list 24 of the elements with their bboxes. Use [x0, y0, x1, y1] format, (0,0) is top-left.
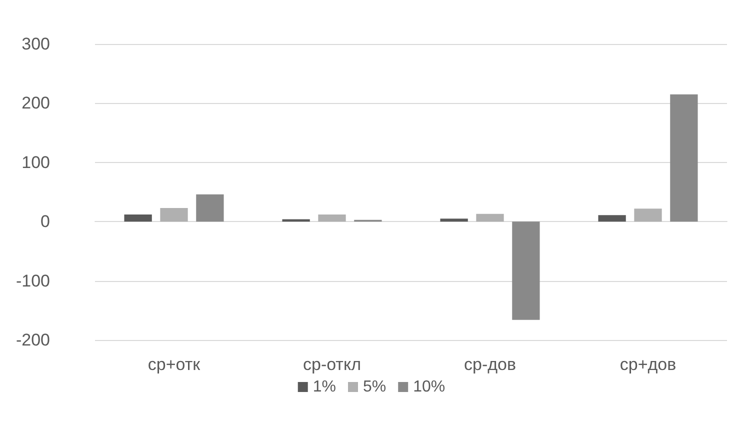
x-tick-label: ср+дов: [620, 355, 676, 374]
bar: [196, 194, 224, 222]
y-tick-label: -200: [16, 330, 50, 350]
x-tick-label: ср+отк: [148, 355, 201, 374]
legend-label: 1%: [312, 378, 336, 396]
bar: [476, 214, 504, 222]
legend-label: 5%: [362, 378, 386, 396]
y-tick-label: 300: [22, 34, 50, 54]
y-tick-label: 100: [22, 152, 50, 172]
y-tick-label: -100: [16, 271, 50, 290]
bar: [160, 208, 188, 222]
bar: [598, 215, 626, 222]
y-tick-label: 0: [40, 212, 50, 232]
bar: [282, 219, 310, 222]
bar: [512, 222, 540, 320]
bar: [670, 94, 698, 222]
bar: [124, 214, 152, 222]
x-tick-label: ср-откл: [302, 355, 362, 374]
bar: [634, 208, 662, 222]
legend-label: 10%: [413, 378, 446, 396]
bar: [318, 214, 346, 222]
y-tick-label: 200: [22, 94, 50, 113]
x-tick-label: ср-дов: [464, 355, 516, 374]
bar: [440, 218, 468, 222]
